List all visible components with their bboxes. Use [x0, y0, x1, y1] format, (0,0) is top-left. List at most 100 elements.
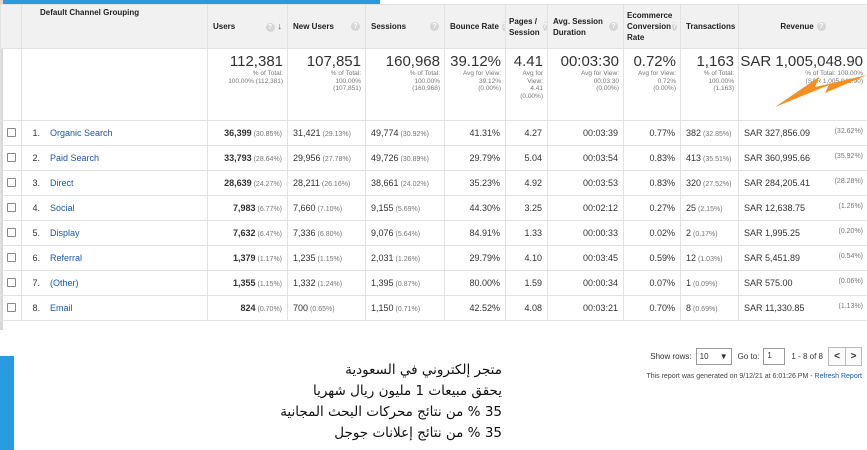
new-users-percent: (1.24%)	[317, 281, 343, 288]
column-header-transactions[interactable]: Transactions?	[680, 4, 739, 49]
channel-link[interactable]: Display	[50, 228, 80, 238]
channel-link[interactable]: Referral	[50, 253, 83, 263]
column-header-channel[interactable]: Default Channel Grouping	[21, 4, 208, 49]
avg-duration-value: 00:00:34	[582, 278, 618, 288]
help-icon[interactable]: ?	[501, 22, 505, 31]
column-header-bounce-rate[interactable]: Bounce Rate?	[444, 4, 506, 49]
total-sessions-value: 160,968	[385, 53, 440, 70]
row-checkbox[interactable]	[6, 127, 16, 137]
users-percent: (6.47%)	[257, 231, 282, 238]
new-users-percent: (0.65%)	[310, 306, 335, 313]
new-users-cell: 31,421 (29.13%)	[287, 120, 366, 146]
column-header-revenue[interactable]: Revenue?	[738, 4, 867, 49]
revenue-percent: (35.92%)	[834, 153, 863, 160]
total-conversion-rate: 0.72% Avg for View: 0.72% (0.00%)	[623, 48, 681, 121]
total-bounce-rate-note: (0.00%)	[478, 85, 501, 92]
sort-down-icon[interactable]: ↓	[277, 21, 283, 32]
column-label-pages-session: Pages / Session	[509, 16, 540, 37]
new-users-percent: (27.78%)	[322, 156, 351, 163]
avg-duration-value: 00:03:53	[582, 178, 618, 188]
revenue-percent: (0.20%)	[838, 228, 863, 235]
channel-cell: 8. Email	[21, 295, 208, 321]
row-checkbox[interactable]	[6, 227, 16, 237]
totals-empty-cell	[0, 48, 22, 121]
pages-session-value: 4.08	[524, 303, 542, 313]
total-pages-session: 4.41 Avg for View: 4.41 (0.00%)	[505, 48, 548, 121]
total-users-note: % of Total:	[252, 70, 283, 77]
help-icon[interactable]: ?	[351, 22, 360, 31]
channel-cell: 3. Direct	[21, 170, 208, 196]
refresh-report-link[interactable]: Refresh Report	[814, 373, 862, 380]
next-page-button[interactable]: >	[845, 348, 861, 365]
column-label-channel: Default Channel Grouping	[40, 8, 140, 17]
total-avg-duration-note: (0.00%)	[596, 85, 619, 92]
new-users-value: 7,336	[293, 228, 316, 238]
totals-label-cell	[21, 48, 208, 121]
total-pages-session-note: View:	[527, 77, 543, 85]
total-pages-session-value: 4.41	[513, 53, 543, 70]
revenue-value: SAR 360,995.66	[744, 153, 811, 163]
total-sessions-note: 100.00%	[414, 77, 440, 85]
new-users-percent: (1.15%)	[317, 256, 343, 263]
row-checkbox[interactable]	[6, 252, 16, 262]
show-rows-select[interactable]: 10 ▼	[695, 348, 732, 365]
row-checkbox[interactable]	[6, 202, 16, 212]
transactions-percent: (0.69%)	[693, 306, 718, 313]
pages-session-cell: 4.10	[505, 245, 548, 271]
totals-row: 112,381 % of Total: 100.00% (112,381) 10…	[0, 48, 867, 121]
channel-link[interactable]: Direct	[50, 178, 74, 188]
users-value: 1,379	[232, 253, 256, 263]
row-checkbox[interactable]	[6, 152, 16, 162]
total-sessions: 160,968 % of Total: 100.00% (160,968)	[365, 48, 445, 121]
transactions-value: 12	[686, 253, 697, 263]
pages-session-cell: 1.59	[505, 270, 548, 296]
total-avg-duration-value: 00:03:30	[560, 53, 619, 70]
transactions-value: 2	[686, 228, 692, 238]
row-checkbox[interactable]	[6, 302, 16, 312]
help-icon[interactable]: ?	[542, 22, 547, 31]
avg-duration-value: 00:02:12	[582, 203, 618, 213]
help-icon[interactable]: ?	[672, 22, 677, 31]
channel-link[interactable]: (Other)	[50, 278, 79, 288]
column-header-pages-session[interactable]: Pages / Session?	[505, 4, 548, 49]
new-users-value: 7,660	[293, 203, 316, 213]
help-icon[interactable]: ?	[265, 22, 275, 32]
channel-link[interactable]: Paid Search	[50, 153, 100, 163]
users-cell: 28,639 (24.27%)	[207, 170, 288, 196]
help-icon[interactable]: ?	[430, 22, 439, 31]
help-icon[interactable]: ?	[816, 22, 826, 31]
column-header-users[interactable]: Users? ↓	[207, 4, 288, 49]
channel-link[interactable]: Social	[50, 203, 75, 213]
sessions-cell: 2,031 (1.26%)	[365, 245, 445, 271]
bounce-rate-cell: 42.52%	[444, 295, 506, 321]
help-icon[interactable]: ?	[609, 22, 618, 31]
bounce-rate-cell: 80.00%	[444, 270, 506, 296]
pages-session-value: 4.27	[524, 128, 542, 138]
channel-link[interactable]: Organic Search	[50, 128, 113, 138]
row-checkbox[interactable]	[6, 277, 16, 287]
total-new-users-value: 107,851	[306, 53, 361, 70]
column-header-sessions[interactable]: Sessions?	[365, 4, 445, 49]
avg-duration-cell: 00:03:39	[547, 120, 624, 146]
sessions-cell: 38,661 (24.02%)	[365, 170, 445, 196]
sessions-percent: (30.89%)	[400, 156, 429, 163]
channel-link[interactable]: Email	[50, 303, 73, 313]
new-users-cell: 29,956 (27.78%)	[287, 145, 366, 171]
row-checkbox[interactable]	[6, 177, 16, 187]
users-percent: (28.64%)	[253, 156, 282, 163]
total-revenue-note: % of Total: 100.00%	[805, 70, 863, 77]
previous-page-button[interactable]: <	[829, 348, 845, 365]
column-header-conversion-rate[interactable]: Ecommerce Conversion Rate?	[623, 4, 681, 49]
column-label-bounce-rate: Bounce Rate	[450, 22, 499, 31]
transactions-value: 1	[686, 278, 692, 288]
column-header-avg-duration[interactable]: Avg. Session Duration?	[547, 4, 624, 49]
goto-input[interactable]: 1	[763, 348, 786, 365]
conversion-rate-cell: 0.83%	[623, 145, 681, 171]
revenue-cell: SAR 5,451.89 (0.54%)	[738, 245, 867, 271]
total-revenue-value: SAR 1,005,048.90	[740, 53, 863, 70]
sessions-cell: 9,076 (5.64%)	[365, 220, 445, 246]
show-rows-value: 10	[699, 352, 709, 361]
column-header-new-users[interactable]: New Users?	[287, 4, 366, 49]
total-transactions-note: (1,163)	[713, 85, 734, 92]
bounce-rate-value: 44.30%	[469, 203, 500, 213]
